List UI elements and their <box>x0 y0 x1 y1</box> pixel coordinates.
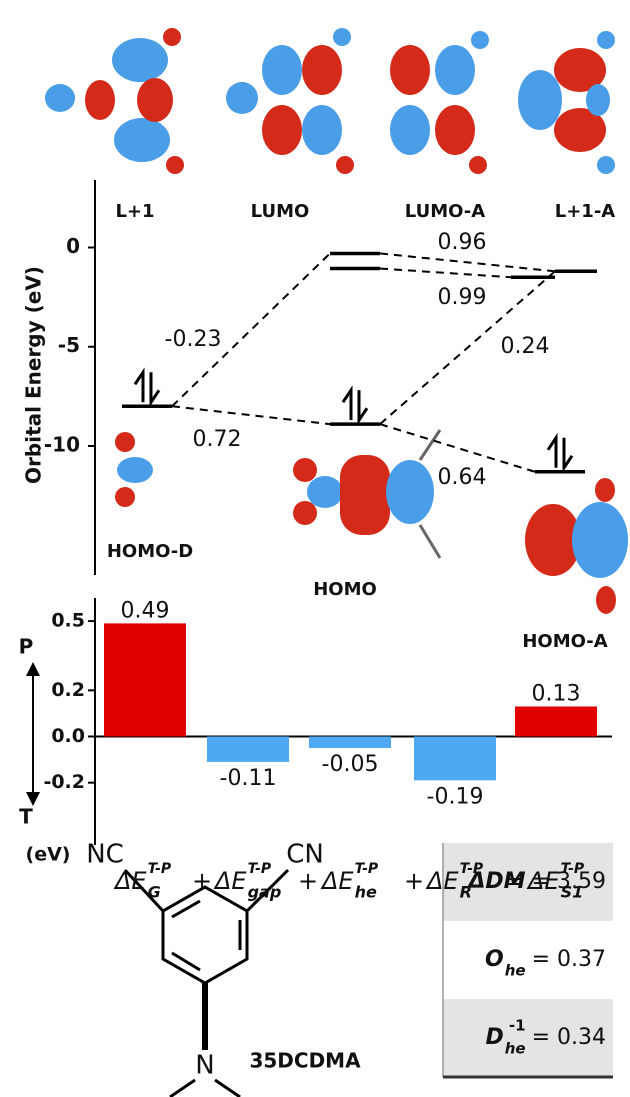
orbital-homo <box>293 430 440 558</box>
bar-value-label: 0.13 <box>532 681 581 706</box>
table-value: = 0.37 <box>532 947 606 972</box>
orbital-lumo <box>226 28 354 174</box>
electron-pair <box>548 438 572 468</box>
level-label: HOMO-D <box>107 541 193 562</box>
table-subscript: he <box>505 1040 526 1058</box>
level-connector <box>172 406 330 424</box>
orbital-homo-d <box>115 432 153 507</box>
level-label: HOMO <box>313 579 377 600</box>
orbital-lumo-a <box>390 31 489 174</box>
table-value: = 0.34 <box>532 1025 606 1050</box>
molecule-group: NC <box>86 840 124 870</box>
table-label: ΔDM <box>466 869 525 894</box>
bar-value-label: -0.11 <box>220 766 277 791</box>
gap-annotation: 0.99 <box>438 285 487 310</box>
energy-axis-title: Orbital Energy (eV) <box>22 266 46 484</box>
bar <box>104 623 186 736</box>
bar-value-label: -0.19 <box>427 784 484 809</box>
y-tick-label: -10 <box>44 432 80 456</box>
gap-annotation: -0.23 <box>165 327 222 352</box>
bar <box>515 706 597 736</box>
molecule-group: CN <box>286 840 324 870</box>
level-connector <box>380 269 511 278</box>
bar <box>414 737 496 781</box>
direction-t: T <box>19 805 33 829</box>
category-superscript: T-P <box>355 861 379 877</box>
level-connector <box>380 253 555 271</box>
direction-p: P <box>19 635 34 659</box>
y-tick-label: -0.2 <box>43 771 85 793</box>
table-label: O <box>485 947 504 972</box>
bar-value-label: 0.49 <box>121 598 170 623</box>
level-label: L+1 <box>115 201 154 222</box>
y-tick-label: 0.0 <box>51 725 85 747</box>
level-label: LUMO <box>251 201 310 222</box>
category-symbol: ΔE <box>213 867 247 895</box>
table-value: = 3.59 <box>532 869 606 894</box>
bar-y-unit: (eV) <box>26 844 71 866</box>
category-symbol: ΔE <box>113 867 147 895</box>
orbital-homo-a <box>525 478 628 614</box>
level-label: LUMO-A <box>405 201 485 222</box>
gap-annotation: 0.96 <box>438 230 487 255</box>
category-subscript: gap <box>248 883 282 902</box>
table-label: D <box>485 1025 503 1050</box>
orbital-images <box>45 28 628 614</box>
y-tick-label: 0.2 <box>51 679 85 701</box>
category-operator: + <box>298 867 318 895</box>
orbital-l1 <box>45 28 184 174</box>
orbital-l1-a <box>518 31 615 174</box>
category-operator: + <box>404 867 424 895</box>
bar-value-label: -0.05 <box>322 752 379 777</box>
category-subscript: G <box>148 883 161 902</box>
gap-annotation: 0.64 <box>438 465 487 490</box>
category-subscript: he <box>355 883 377 902</box>
gap-annotation: 0.72 <box>193 427 242 452</box>
y-tick-label: 0 <box>66 234 80 258</box>
table-subscript: he <box>505 962 526 980</box>
bar <box>309 737 391 749</box>
level-label: HOMO-A <box>522 631 607 652</box>
molecule-name: 35DCDMA <box>249 1049 361 1073</box>
gap-annotation: 0.24 <box>501 334 550 359</box>
category-operator: + <box>192 867 212 895</box>
figure: Orbital Energy (eV) P T (eV) NC CN N 35D… <box>0 0 630 1097</box>
page: {"chart_data": [ {"type": "energy-levels… <box>0 0 630 1097</box>
bar <box>207 737 289 762</box>
table-superscript: -1 <box>509 1017 526 1035</box>
molecule-group: N <box>195 1051 214 1081</box>
category-symbol: ΔE <box>320 867 354 895</box>
category-superscript: T-P <box>148 861 172 877</box>
level-label: L+1-A <box>555 201 616 222</box>
electron-pair <box>343 390 367 420</box>
electron-pair <box>135 372 159 402</box>
y-tick-label: 0.5 <box>51 610 85 632</box>
category-superscript: T-P <box>248 861 272 877</box>
y-tick-label: -5 <box>58 333 80 357</box>
category-symbol: ΔE <box>425 867 459 895</box>
